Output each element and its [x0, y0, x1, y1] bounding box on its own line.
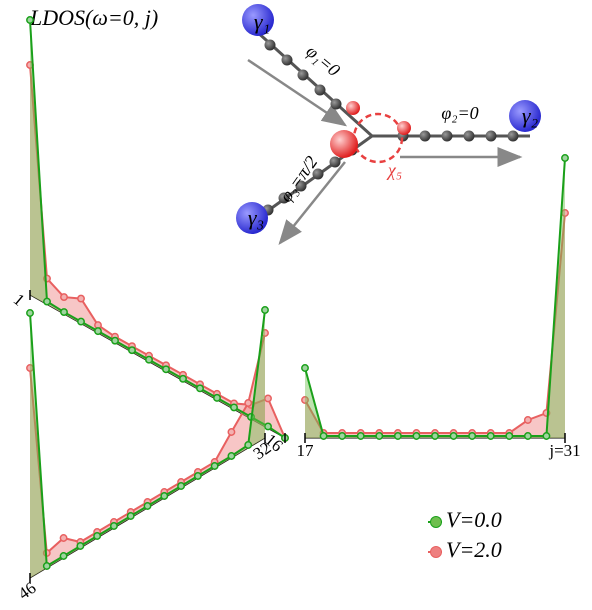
point [244, 441, 253, 449]
majorana [242, 4, 274, 36]
majorana [236, 202, 268, 234]
point [128, 346, 136, 355]
point [145, 355, 153, 364]
point [193, 472, 202, 480]
point [160, 492, 169, 500]
legend-label: V=2.0 [446, 537, 502, 562]
line [304, 212, 566, 434]
point [76, 542, 85, 550]
point [261, 306, 269, 314]
point [431, 432, 439, 440]
point [523, 432, 532, 440]
area [305, 213, 565, 438]
gamma-label: γ₁ [254, 9, 270, 34]
legend-marker [430, 546, 442, 558]
point [213, 393, 221, 402]
point [542, 432, 551, 440]
area [305, 158, 565, 438]
point [523, 416, 532, 424]
point [59, 534, 68, 542]
chart-title: LDOS(ω=0, j) [29, 5, 158, 30]
point [561, 154, 569, 162]
point [179, 374, 187, 383]
point [143, 502, 152, 510]
point [177, 482, 186, 490]
wire [253, 28, 530, 138]
site-red [330, 130, 358, 158]
point [210, 462, 219, 470]
point [126, 512, 135, 520]
point [230, 403, 238, 412]
point [505, 432, 514, 440]
point [301, 364, 309, 372]
point [264, 422, 272, 431]
point [42, 562, 51, 570]
point [60, 308, 68, 317]
area [30, 333, 265, 578]
point [162, 365, 170, 374]
point [60, 293, 68, 302]
phase-label: φ₁=0 [302, 41, 343, 80]
dashed-loop [352, 112, 404, 164]
arrow [247, 58, 348, 127]
point [227, 452, 236, 460]
point [356, 432, 365, 440]
legend: V=0.0 V=2.0 [428, 507, 502, 562]
inset: γ₁ γ₂ γ₃ φ₁=0 φ₂=0 φ₃=π/2 χ₅ [236, 4, 541, 245]
point [26, 16, 34, 24]
line [304, 157, 566, 437]
point [43, 297, 51, 306]
area [30, 65, 285, 438]
legend-marker [430, 516, 442, 528]
chi-label: χ₅ [386, 160, 402, 180]
phase-label: φ₂=0 [441, 103, 478, 123]
x-tick-label: 46 [15, 578, 40, 603]
point [26, 309, 34, 317]
x-tick-label: j=31 [548, 441, 580, 460]
gamma-label: γ₂ [522, 103, 539, 128]
point [94, 327, 102, 336]
site-red [397, 121, 411, 135]
x-tick-label: 1 [10, 290, 29, 310]
point [244, 399, 253, 407]
point [59, 552, 68, 560]
point [486, 432, 495, 440]
gamma-label: γ₃ [248, 205, 264, 230]
point [301, 396, 309, 404]
point [412, 432, 421, 440]
arrow [278, 161, 346, 245]
legend-label: V=0.0 [446, 507, 502, 532]
point [375, 432, 384, 440]
line [29, 19, 286, 439]
point [449, 432, 458, 440]
point [196, 384, 204, 393]
point [109, 522, 118, 530]
point [338, 432, 347, 440]
point [393, 432, 402, 440]
point [93, 532, 102, 540]
point [77, 294, 85, 303]
point [77, 317, 85, 326]
site-red [346, 101, 360, 115]
x-tick-label: 17 [297, 441, 315, 460]
majorana [509, 100, 541, 132]
point [227, 428, 236, 436]
point [468, 432, 477, 440]
point [319, 432, 328, 440]
line [29, 64, 286, 439]
point [111, 336, 119, 345]
point [264, 394, 272, 403]
